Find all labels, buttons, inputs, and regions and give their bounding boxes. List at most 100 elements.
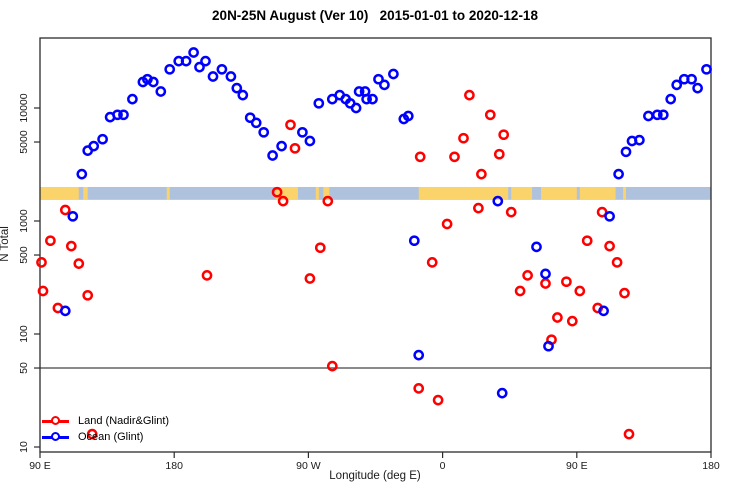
map-strip-land-segment: [40, 186, 79, 200]
data-point: [413, 383, 425, 394]
data-point: [476, 168, 487, 180]
data-point: [37, 285, 49, 297]
data-point: [426, 257, 438, 268]
data-point: [402, 110, 414, 122]
data-point: [473, 202, 484, 214]
data-point: [505, 206, 517, 218]
map-strip-land-segment: [623, 186, 627, 200]
data-point: [45, 235, 56, 247]
data-point: [543, 340, 554, 352]
data-point: [65, 240, 77, 252]
series-ocean: [59, 47, 712, 399]
y-tick-label: 10000: [18, 93, 30, 122]
data-point: [686, 73, 697, 85]
data-point: [147, 76, 159, 88]
data-point: [540, 278, 551, 289]
data-point: [604, 240, 615, 252]
x-tick-label: 90 W: [296, 460, 321, 472]
x-tick-label: 180: [702, 460, 720, 472]
legend-label-ocean: Ocean (Glint): [78, 431, 144, 443]
data-point: [634, 134, 645, 146]
data-point: [59, 305, 71, 317]
data-point: [250, 117, 262, 129]
data-point: [361, 93, 372, 105]
data-point: [231, 82, 243, 94]
data-point: [127, 93, 138, 105]
data-point: [657, 109, 669, 121]
plot-box: [39, 37, 712, 453]
map-strip-land-segment: [166, 186, 170, 200]
data-point: [297, 126, 308, 138]
x-tick-label: 0: [440, 460, 446, 472]
data-point: [180, 55, 192, 67]
data-point: [540, 268, 551, 280]
data-point: [76, 168, 88, 180]
land-legend-circle: [51, 416, 60, 425]
data-point: [522, 270, 533, 281]
data-point: [464, 89, 475, 101]
land-marker-icon: [42, 416, 69, 426]
map-strip-land-segment: [315, 186, 319, 200]
legend-item-land: Land (Nadir&Glint): [42, 413, 169, 429]
data-point: [244, 112, 256, 124]
data-point: [285, 119, 296, 131]
data-point: [496, 387, 508, 399]
data-point: [620, 146, 632, 158]
data-point: [493, 148, 505, 160]
data-point: [613, 168, 624, 180]
data-point: [304, 273, 316, 284]
ocean-marker-icon: [42, 432, 69, 442]
data-point: [97, 133, 108, 145]
data-point: [289, 142, 301, 154]
x-tick-label: 90 E: [566, 460, 588, 472]
data-point: [258, 126, 270, 138]
data-point: [651, 109, 663, 121]
data-point: [665, 93, 677, 105]
x-tick-label: 180: [165, 460, 183, 472]
y-tick-label: 5000: [18, 130, 30, 154]
data-point: [304, 135, 316, 147]
legend-label-land: Land (Nadir&Glint): [78, 415, 170, 427]
data-point: [561, 276, 572, 288]
data-point: [458, 132, 469, 144]
data-point: [367, 93, 378, 105]
data-point: [611, 257, 623, 268]
data-point: [350, 102, 362, 114]
data-point: [598, 305, 609, 317]
data-point: [164, 63, 176, 75]
data-point: [271, 186, 283, 198]
y-tick-label: 100: [18, 325, 30, 343]
data-point: [449, 151, 460, 163]
ocean-legend-circle: [51, 432, 60, 441]
x-tick-label: 90 E: [29, 460, 51, 472]
data-point: [581, 235, 593, 247]
data-point: [277, 195, 289, 207]
data-point: [267, 150, 278, 161]
y-tick-label: 500: [18, 246, 30, 264]
legend: Land (Nadir&Glint) Ocean (Glint): [42, 413, 169, 445]
data-point: [566, 315, 578, 327]
map-strip-land-segment: [83, 186, 88, 200]
data-point: [552, 312, 563, 323]
data-point: [531, 241, 542, 253]
data-point: [643, 110, 654, 122]
x-axis-title: Longitude (deg E): [329, 470, 421, 482]
data-point: [86, 428, 98, 440]
map-strip-land-segment: [418, 186, 509, 200]
data-point: [200, 55, 211, 67]
data-point: [188, 47, 199, 58]
data-point: [67, 210, 79, 222]
data-point: [88, 140, 100, 152]
data-point: [604, 210, 615, 222]
data-point: [313, 97, 325, 109]
data-point: [484, 109, 496, 121]
data-point: [326, 360, 338, 372]
data-point: [82, 289, 94, 301]
data-point: [413, 349, 425, 361]
legend-item-ocean: Ocean (Glint): [42, 429, 169, 445]
map-strip-land-segment: [541, 186, 577, 200]
y-tick-label: 50: [18, 362, 30, 374]
data-point: [373, 73, 384, 85]
